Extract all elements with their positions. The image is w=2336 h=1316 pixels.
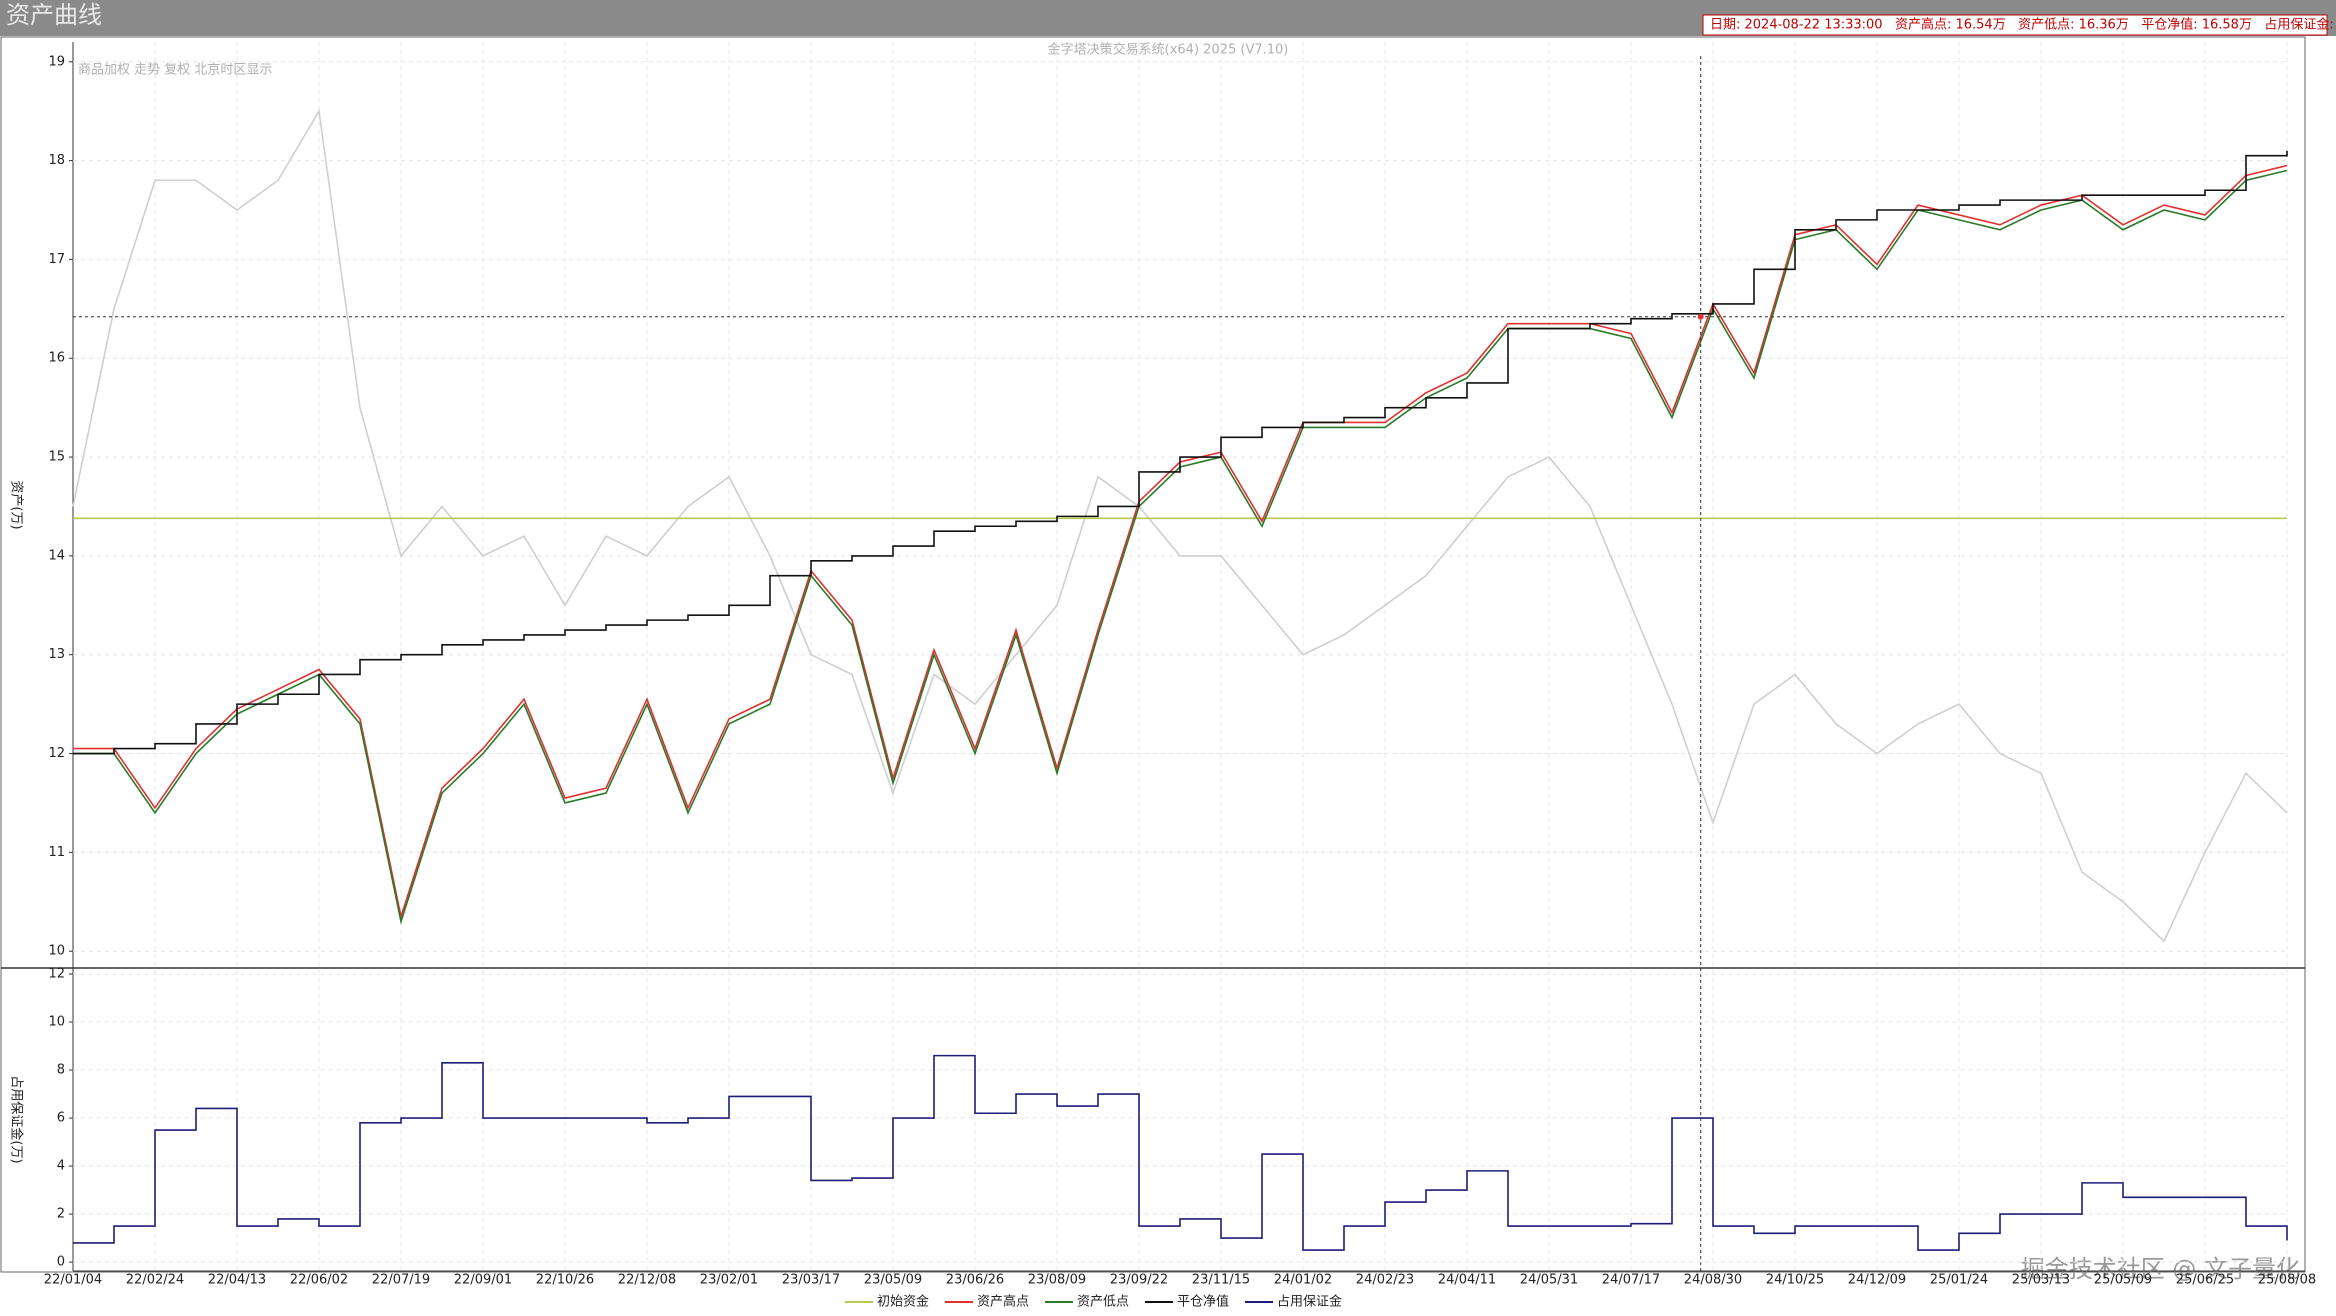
x-tick-label: 24/02/23	[1356, 1273, 1414, 1288]
y-tick-label: 10	[48, 944, 65, 959]
x-tick-label: 24/10/25	[1766, 1273, 1824, 1288]
x-tick-label: 24/05/31	[1520, 1273, 1578, 1288]
y-tick-label: 13	[48, 647, 65, 662]
x-tick-label: 24/12/09	[1848, 1273, 1906, 1288]
mode-watermark: 商品加权 走势 复权 北京时区显示	[78, 62, 272, 78]
system-watermark: 金字塔决策交易系统(x64) 2025 (V7.10)	[1048, 42, 1289, 58]
x-tick-label: 23/02/01	[700, 1273, 758, 1288]
legend-label: 平仓净值	[1177, 1294, 1229, 1310]
y-tick-label: 12	[48, 746, 65, 761]
info-box	[1702, 14, 2328, 36]
y-axis-title: 占用保证金(万)	[9, 1075, 25, 1163]
x-tick-label: 23/06/26	[946, 1273, 1004, 1288]
x-tick-label: 23/11/15	[1192, 1273, 1250, 1288]
x-tick-label: 23/03/17	[782, 1273, 840, 1288]
x-tick-label: 22/12/08	[618, 1273, 676, 1288]
y-tick-label: 11	[48, 845, 65, 860]
y-tick-label: 12	[48, 967, 65, 982]
y-tick-label: 17	[48, 252, 65, 267]
x-tick-label: 25/06/25	[2176, 1273, 2234, 1288]
x-tick-label: 25/08/08	[2258, 1273, 2316, 1288]
series-line	[72, 108, 2288, 943]
legend-label: 占用保证金	[1277, 1294, 1342, 1310]
series-line	[73, 164, 2288, 920]
x-tick-label: 22/07/19	[372, 1273, 430, 1288]
x-tick-label: 23/05/09	[864, 1273, 922, 1288]
series-line	[73, 169, 2288, 925]
y-tick-label: 8	[57, 1063, 65, 1078]
y-tick-label: 4	[57, 1159, 65, 1174]
y-tick-label: 2	[57, 1207, 65, 1222]
window-title: 资产曲线	[6, 1, 102, 29]
y-tick-label: 10	[48, 1015, 65, 1030]
x-tick-label: 23/09/22	[1110, 1273, 1168, 1288]
y-tick-label: 0	[57, 1255, 65, 1270]
legend-label: 初始资金	[877, 1294, 929, 1310]
x-tick-label: 24/04/11	[1438, 1273, 1496, 1288]
y-tick-label: 15	[48, 450, 65, 465]
y-axis-title: 资产(万)	[9, 480, 24, 529]
footer-watermark: 掘金技术社区 @ 文子量化	[2021, 1255, 2300, 1283]
x-tick-label: 22/06/02	[290, 1273, 348, 1288]
series-line	[73, 150, 2288, 755]
y-tick-label: 19	[48, 54, 65, 69]
series-line	[73, 1054, 2288, 1251]
plot-frame	[0, 36, 2306, 1273]
y-tick-label: 18	[48, 153, 65, 168]
x-tick-label: 24/07/17	[1602, 1273, 1660, 1288]
y-tick-label: 16	[48, 351, 65, 366]
y-tick-label: 14	[48, 548, 65, 563]
cursor-dot	[1697, 313, 1704, 320]
x-tick-label: 22/02/24	[126, 1273, 184, 1288]
x-tick-label: 22/09/01	[454, 1273, 512, 1288]
legend-label: 资产高点	[977, 1294, 1029, 1310]
x-tick-label: 25/01/24	[1930, 1273, 1988, 1288]
x-tick-label: 24/01/02	[1274, 1273, 1332, 1288]
legend-label: 资产低点	[1077, 1295, 1129, 1310]
x-tick-label: 25/03/13	[2012, 1273, 2070, 1288]
x-tick-label: 23/08/09	[1028, 1273, 1086, 1288]
x-tick-label: 22/10/26	[536, 1273, 594, 1288]
x-tick-label: 25/05/09	[2094, 1273, 2152, 1288]
cursor-info: 日期: 2024-08-22 13:33:00 资产高点: 16.54万 资产低…	[1710, 17, 2336, 33]
x-tick-label: 22/01/04	[44, 1273, 102, 1288]
x-tick-label: 22/04/13	[208, 1273, 266, 1288]
x-tick-label: 24/08/30	[1684, 1273, 1742, 1288]
y-tick-label: 6	[57, 1111, 65, 1126]
